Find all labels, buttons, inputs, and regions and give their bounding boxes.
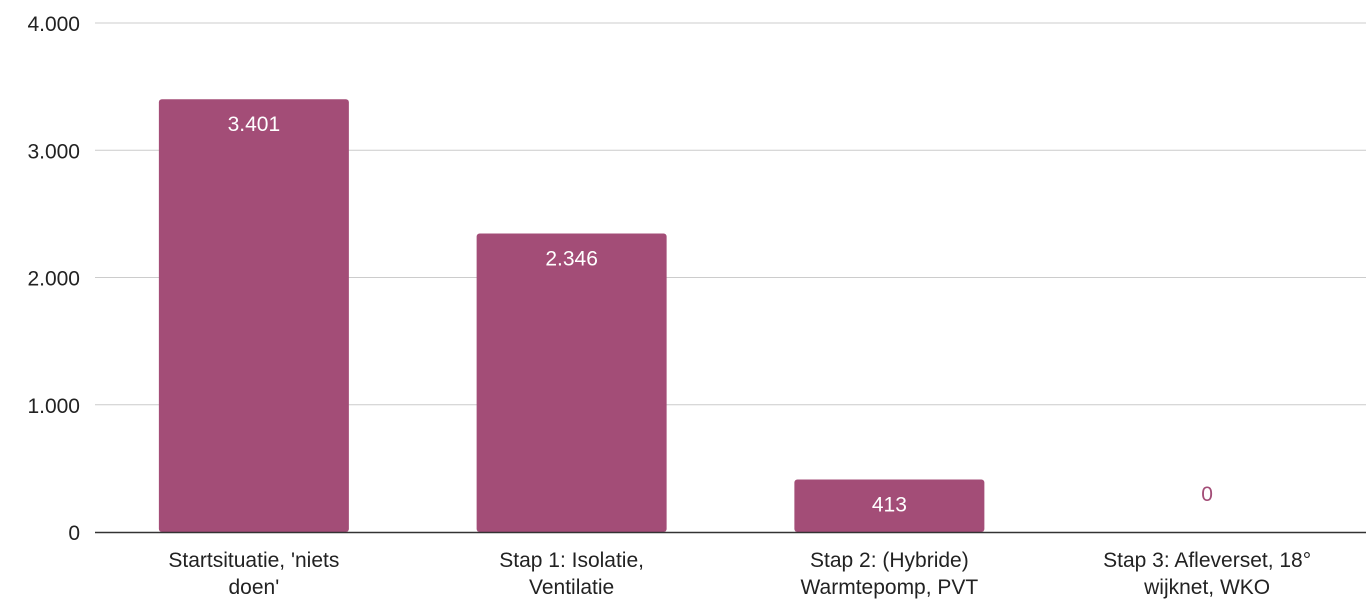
x-tick-label: Stap 3: Afleverset, 18° bbox=[1103, 549, 1311, 572]
x-tick-label: Stap 1: Isolatie, bbox=[499, 549, 644, 572]
y-tick-label: 2.000 bbox=[27, 268, 80, 291]
y-tick-label: 3.000 bbox=[27, 140, 80, 163]
data-label: 3.401 bbox=[228, 113, 281, 136]
x-tick-label: wijknet, WKO bbox=[1143, 576, 1270, 599]
data-label: 2.346 bbox=[545, 247, 598, 270]
x-tick-label: Stap 2: (Hybride) bbox=[810, 549, 969, 572]
x-tick-label: doen' bbox=[229, 576, 280, 599]
y-tick-label: 4.000 bbox=[27, 13, 80, 36]
bar bbox=[476, 233, 667, 532]
x-tick-label: Ventilatie bbox=[529, 576, 614, 599]
bar bbox=[794, 479, 985, 532]
data-label: 413 bbox=[872, 493, 907, 516]
y-tick-label: 1.000 bbox=[27, 395, 80, 418]
x-tick-label: Startsituatie, 'niets bbox=[168, 549, 339, 572]
data-labels: 3.401 2.346 413 0 bbox=[228, 113, 1213, 516]
x-tick-label: Warmtepomp, PVT bbox=[800, 576, 978, 599]
y-tick-label: 0 bbox=[68, 522, 80, 545]
bar bbox=[158, 99, 349, 532]
bars bbox=[158, 99, 985, 532]
data-label: 0 bbox=[1201, 483, 1213, 506]
y-axis-tick-labels: 0 1.000 2.000 3.000 4.000 bbox=[27, 13, 80, 545]
x-axis-tick-labels: Startsituatie, 'niets doen' Stap 1: Isolat… bbox=[168, 549, 1311, 599]
